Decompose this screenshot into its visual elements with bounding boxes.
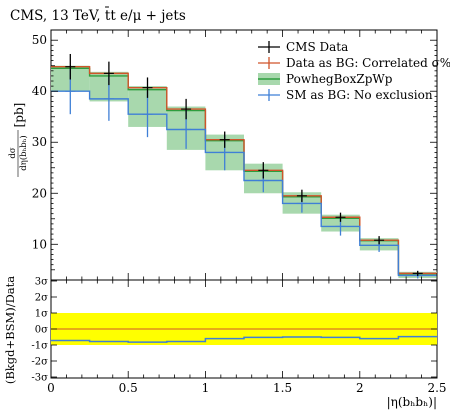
axis-ticks: 10 20 30 40 50 3σ 2σ 1σ 0σ -1σ -2σ -3σ0 0.5 1 1.5 2 2.5 bbox=[31, 30, 447, 395]
ratio-y-axis-label: (Bkgd+BSM)/Data bbox=[3, 276, 17, 384]
legend-entry: Data as BG: Correlated σ% bbox=[258, 56, 450, 70]
y-tick-label: 20 bbox=[32, 186, 47, 200]
y-axis-label-frac-num: dσ bbox=[8, 147, 18, 158]
y-tick-label: 30 bbox=[32, 135, 47, 149]
y-tick-label: 40 bbox=[32, 84, 47, 98]
sm-line bbox=[51, 90, 437, 277]
ratio-tick-label: 3σ bbox=[35, 277, 48, 288]
ratio-tick-label: -3σ bbox=[31, 373, 48, 384]
y-axis-label-frac-den: dη(bₕbₕ) bbox=[18, 135, 29, 170]
legend-label: CMS Data bbox=[286, 40, 348, 54]
ratio-tick-label: 0σ bbox=[35, 325, 48, 336]
legend-label: SM as BG: No exclusion bbox=[286, 88, 433, 102]
x-tick-label: 0.5 bbox=[119, 381, 138, 395]
ratio-tick-label: 2σ bbox=[35, 293, 48, 304]
chart-title: CMS, 13 TeV, t̄t e/μ + jets bbox=[10, 7, 186, 24]
legend: CMS Data Data as BG: Correlated σ% PowhegB… bbox=[258, 40, 450, 102]
y-tick-label: 10 bbox=[32, 237, 47, 251]
x-tick-label: 1 bbox=[202, 381, 210, 395]
legend-entry: PowhegBoxZpWp bbox=[258, 72, 393, 86]
ratio-tick-label: 1σ bbox=[35, 309, 48, 320]
data-points bbox=[65, 53, 423, 279]
y-tick-label: 50 bbox=[32, 33, 47, 47]
x-tick-label: 2.5 bbox=[427, 381, 446, 395]
ratio-tick-label: -1σ bbox=[31, 341, 48, 352]
x-tick-label: 0 bbox=[47, 381, 55, 395]
series-curves bbox=[51, 66, 437, 343]
legend-label: PowhegBoxZpWp bbox=[286, 72, 393, 86]
legend-entry: SM as BG: No exclusion bbox=[258, 88, 433, 102]
x-tick-label: 1.5 bbox=[273, 381, 292, 395]
ratio-tick-label: -2σ bbox=[31, 357, 48, 368]
ratio-sm-line bbox=[51, 335, 437, 343]
y-axis-label: dσ dη(bₕbₕ) [pb] bbox=[8, 103, 29, 177]
legend-entry: CMS Data bbox=[258, 40, 348, 54]
x-axis-label: |η(bₕbₕ)| bbox=[387, 395, 437, 409]
y-axis-unit: [pb] bbox=[12, 103, 26, 128]
x-tick-label: 2 bbox=[356, 381, 364, 395]
legend-label: Data as BG: Correlated σ% bbox=[286, 56, 450, 70]
